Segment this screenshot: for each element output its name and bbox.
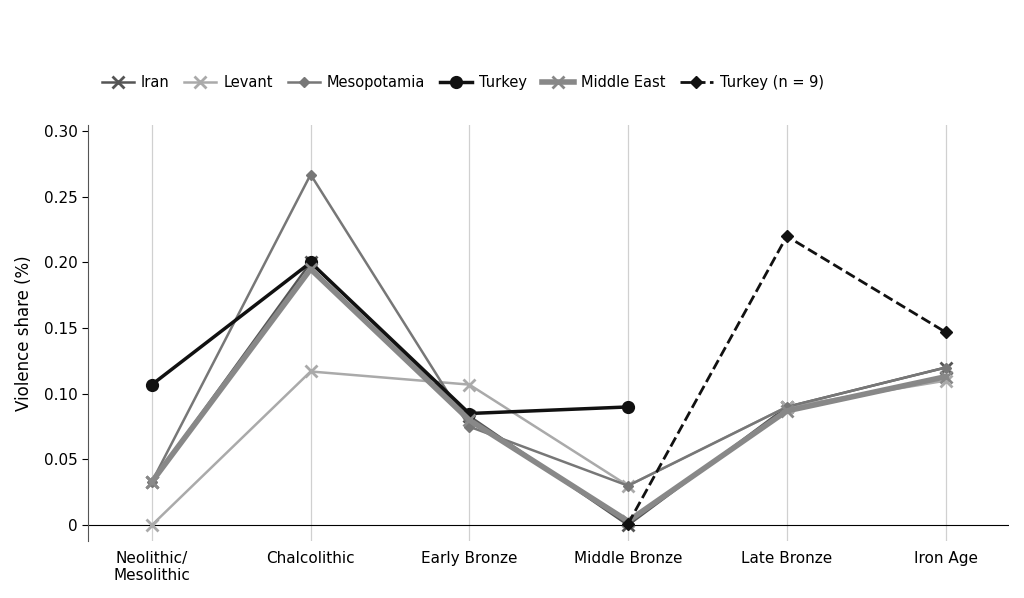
Line: Iran: Iran [146, 257, 951, 530]
Mesopotamia [304, 171, 316, 178]
Middle East [463, 416, 475, 423]
Turkey (n = 9) [780, 233, 793, 240]
Line: Turkey (n = 9): Turkey (n = 9) [624, 232, 949, 528]
Middle East [780, 407, 793, 414]
Iran [780, 404, 793, 411]
Middle East [622, 518, 634, 525]
Levant [304, 368, 316, 375]
Y-axis label: Violence share (%): Violence share (%) [15, 255, 33, 411]
Mesopotamia [780, 404, 793, 411]
Iran [939, 364, 951, 371]
Turkey [304, 259, 316, 266]
Mesopotamia [939, 364, 951, 371]
Levant [145, 521, 158, 529]
Levant [463, 381, 475, 388]
Iran [463, 413, 475, 420]
Turkey (n = 9) [939, 328, 951, 335]
Mesopotamia [145, 478, 158, 486]
Middle East [145, 478, 158, 486]
Levant [939, 377, 951, 385]
Mesopotamia [463, 423, 475, 430]
Middle East [939, 373, 951, 380]
Mesopotamia [622, 482, 634, 489]
Line: Middle East: Middle East [146, 264, 951, 527]
Iran [622, 521, 634, 529]
Turkey [145, 381, 158, 388]
Levant [780, 404, 793, 411]
Turkey [622, 404, 634, 411]
Legend: Iran, Levant, Mesopotamia, Turkey, Middle East, Turkey (n = 9): Iran, Levant, Mesopotamia, Turkey, Middl… [95, 69, 829, 96]
Line: Mesopotamia: Mesopotamia [148, 171, 949, 489]
Middle East [304, 266, 316, 273]
Line: Turkey: Turkey [146, 257, 634, 419]
Iran [304, 259, 316, 266]
Iran [145, 478, 158, 486]
Turkey [463, 410, 475, 417]
Levant [622, 482, 634, 489]
Turkey (n = 9) [622, 520, 634, 527]
Line: Levant: Levant [146, 366, 951, 530]
